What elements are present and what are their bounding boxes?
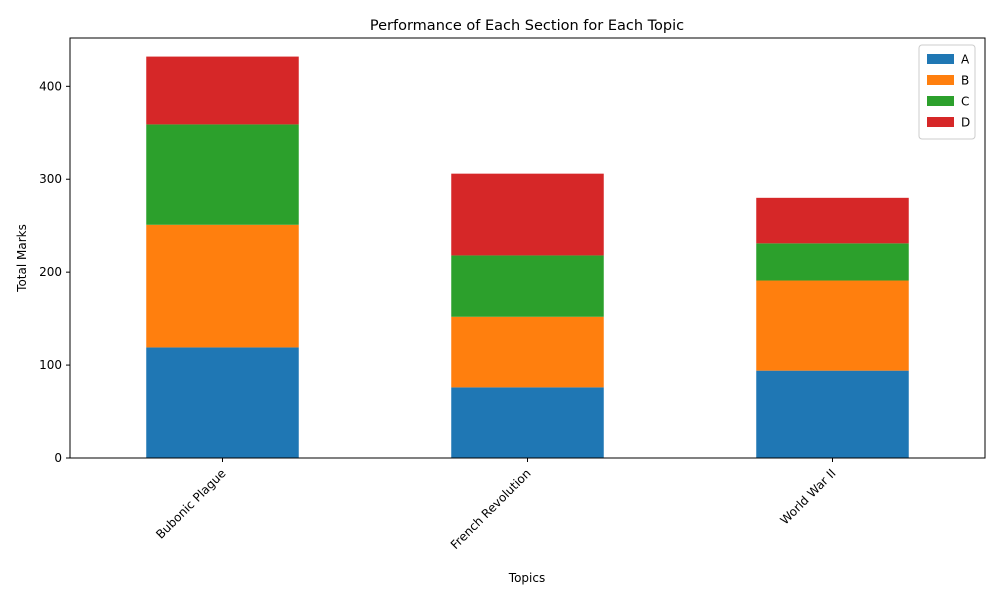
bar-segment-d-2: [756, 197, 909, 244]
bar-segment-b-0: [146, 224, 299, 348]
bar-segment-d-0: [146, 56, 299, 125]
legend-label-d: D: [961, 116, 970, 130]
legend-box: [918, 44, 976, 140]
legend-swatch-c: [927, 96, 954, 106]
legend-swatch-d: [927, 117, 954, 127]
bar-segment-b-2: [756, 280, 909, 371]
x-tick-label: World War II: [777, 466, 838, 527]
x-tick-label: Bubonic Plague: [153, 466, 228, 541]
legend-label-b: B: [961, 74, 969, 88]
bar-segment-c-2: [756, 243, 909, 281]
x-tick-label: French Revolution: [448, 466, 534, 552]
bar-segment-a-1: [451, 387, 604, 458]
bar-segment-a-2: [756, 370, 909, 458]
chart-title: Performance of Each Section for Each Top…: [370, 18, 684, 34]
bar-segment-a-0: [146, 347, 299, 458]
bar-segment-c-0: [146, 124, 299, 225]
bar-segment-d-1: [451, 173, 604, 256]
y-tick-label: 0: [54, 451, 62, 465]
legend-swatch-a: [927, 54, 954, 64]
legend-label-c: C: [961, 95, 969, 109]
bar-segment-c-1: [451, 255, 604, 317]
y-tick-label: 100: [39, 358, 62, 372]
y-axis-label: Total Marks: [15, 224, 29, 293]
legend-label-a: A: [961, 53, 970, 67]
y-tick-label: 200: [39, 265, 62, 279]
y-tick-label: 400: [39, 79, 62, 93]
bar-segment-b-1: [451, 316, 604, 388]
y-tick-label: 300: [39, 172, 62, 186]
x-axis-label: Topics: [508, 571, 545, 585]
legend-swatch-b: [927, 75, 954, 85]
